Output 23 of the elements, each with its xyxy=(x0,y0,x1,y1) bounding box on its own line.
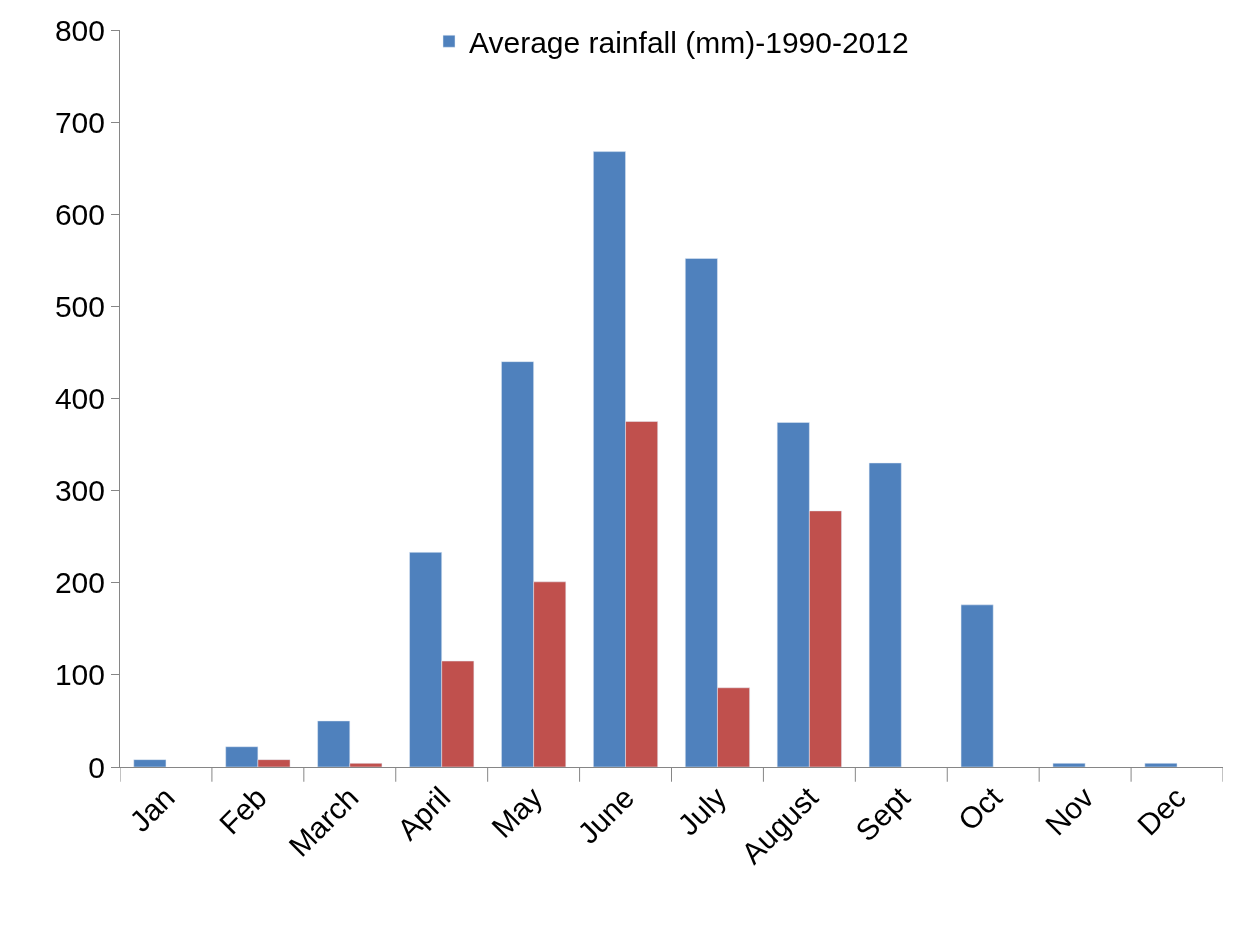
x-tick-label: Jan xyxy=(123,780,181,839)
x-tick-label: July xyxy=(671,780,733,842)
legend-label: Average rainfall (mm)-1990-2012 xyxy=(469,25,909,59)
bar xyxy=(1144,763,1178,767)
bar xyxy=(868,462,902,767)
bar xyxy=(1052,763,1086,767)
x-tick-label: May xyxy=(485,780,549,844)
y-tick-label: 400 xyxy=(54,382,105,415)
y-tick-label: 0 xyxy=(88,750,105,784)
bar xyxy=(133,759,167,767)
y-tick-label: 800 xyxy=(54,13,105,47)
x-tick-label: Dec xyxy=(1130,780,1192,842)
y-tick-label: 700 xyxy=(54,105,105,139)
y-tick-label: 100 xyxy=(54,658,105,692)
x-tick-label: Feb xyxy=(212,780,273,841)
y-tick-label: 600 xyxy=(54,197,105,231)
y-tick-label: 200 xyxy=(54,566,105,600)
bar xyxy=(960,604,994,767)
y-tick-label: 500 xyxy=(54,289,105,323)
x-tick-label: June xyxy=(571,780,641,850)
x-tick-label: Oct xyxy=(951,780,1009,837)
x-tick-label: Nov xyxy=(1038,780,1100,842)
y-tick-label: 300 xyxy=(54,474,105,508)
